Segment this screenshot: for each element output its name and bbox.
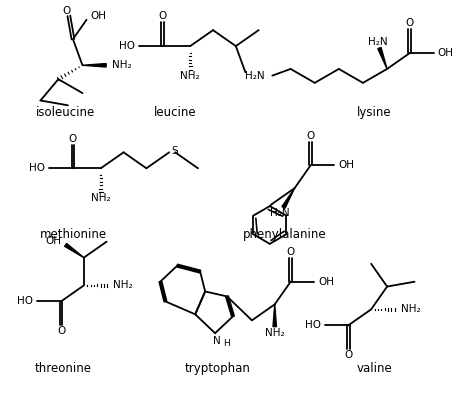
Text: isoleucine: isoleucine <box>36 106 95 119</box>
Text: HO: HO <box>18 297 33 307</box>
Text: O: O <box>307 131 315 141</box>
Polygon shape <box>273 304 277 327</box>
Polygon shape <box>83 63 106 67</box>
Text: H₂N: H₂N <box>367 37 387 47</box>
Text: valine: valine <box>356 362 392 375</box>
Text: threonine: threonine <box>35 362 92 375</box>
Text: NH₂: NH₂ <box>180 71 200 81</box>
Text: O: O <box>57 326 65 336</box>
Text: OH: OH <box>90 11 106 21</box>
Text: OH: OH <box>46 236 62 246</box>
Text: O: O <box>158 11 166 21</box>
Text: HO: HO <box>119 41 135 51</box>
Text: H₂N: H₂N <box>245 71 264 81</box>
Text: OH: OH <box>319 277 334 286</box>
Text: lysine: lysine <box>357 106 391 119</box>
Text: NH₂: NH₂ <box>113 281 133 291</box>
Text: HO: HO <box>30 163 45 173</box>
Text: HO: HO <box>305 320 321 330</box>
Text: leucine: leucine <box>154 106 197 119</box>
Text: S: S <box>171 146 178 156</box>
Text: N: N <box>213 336 221 346</box>
Text: OH: OH <box>437 48 454 58</box>
Polygon shape <box>282 188 295 208</box>
Text: OH: OH <box>338 160 354 171</box>
Polygon shape <box>65 244 84 257</box>
Text: O: O <box>69 134 77 144</box>
Text: tryptophan: tryptophan <box>185 362 251 375</box>
Text: NH₂: NH₂ <box>112 60 132 70</box>
Text: H₂N: H₂N <box>270 208 290 218</box>
Text: O: O <box>63 6 71 16</box>
Text: O: O <box>287 247 295 257</box>
Text: methionine: methionine <box>39 228 106 241</box>
Text: NH₂: NH₂ <box>401 304 420 314</box>
Text: NH₂: NH₂ <box>265 328 284 338</box>
Text: H: H <box>223 339 230 348</box>
Text: NH₂: NH₂ <box>91 193 111 203</box>
Text: O: O <box>406 18 414 29</box>
Text: phenylalanine: phenylalanine <box>243 228 326 241</box>
Polygon shape <box>378 47 387 69</box>
Text: O: O <box>344 350 353 360</box>
